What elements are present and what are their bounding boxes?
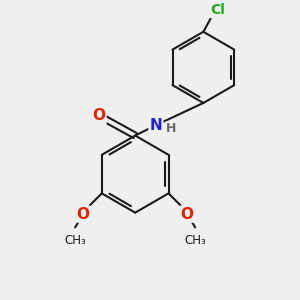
- Text: H: H: [166, 122, 177, 135]
- Text: O: O: [92, 108, 106, 123]
- Text: O: O: [76, 207, 90, 222]
- Text: Cl: Cl: [210, 3, 225, 17]
- Text: N: N: [150, 118, 162, 133]
- Text: CH₃: CH₃: [64, 234, 86, 247]
- Text: CH₃: CH₃: [184, 234, 206, 247]
- Text: O: O: [181, 207, 194, 222]
